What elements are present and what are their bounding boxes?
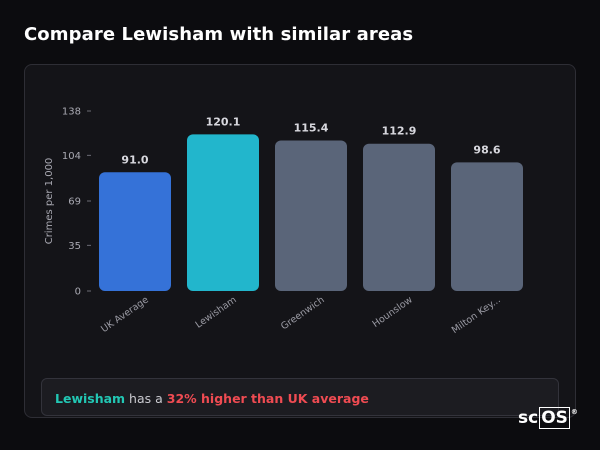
bar-1 — [187, 134, 259, 291]
y-tick-label-1: 35 — [68, 241, 81, 252]
insight-area-name: Lewisham — [55, 391, 126, 406]
chart-card: Crimes per 1,000 0 35 69 104 138 91.0 UK Averag… — [24, 64, 576, 418]
category-label-4: Milton Key... — [450, 294, 503, 336]
y-axis-title: Crimes per 1,000 — [44, 158, 55, 245]
category-label-2: Greenwich — [279, 294, 327, 332]
insight-text: has a — [125, 391, 167, 406]
insight-comparison: 32% higher than UK average — [166, 391, 369, 406]
value-label-4: 98.6 — [473, 143, 500, 156]
y-tick-label-2: 69 — [68, 197, 81, 208]
category-label-1: Lewisham — [194, 294, 239, 330]
bar-2 — [275, 140, 347, 291]
scos-logo: sc OS ® — [518, 407, 578, 429]
value-label-0: 91.0 — [121, 153, 148, 166]
y-tick-label-3: 104 — [62, 151, 81, 162]
value-label-3: 112.9 — [382, 125, 417, 138]
page-title: Compare Lewisham with similar areas — [24, 24, 414, 45]
bar-4 — [451, 162, 523, 291]
y-tick-label-4: 138 — [62, 107, 81, 118]
bar-0 — [99, 172, 171, 291]
y-tick-label-0: 0 — [75, 287, 81, 298]
bar-3 — [363, 143, 435, 291]
bar-chart: Crimes per 1,000 0 35 69 104 138 91.0 UK Averag… — [44, 107, 523, 336]
category-label-0: UK Average — [99, 294, 151, 335]
category-label-3: Hounslow — [371, 294, 415, 330]
insight-banner: Lewisham has a 32% higher than UK averag… — [41, 378, 559, 416]
value-label-1: 120.1 — [206, 115, 241, 128]
value-label-2: 115.4 — [294, 121, 329, 134]
